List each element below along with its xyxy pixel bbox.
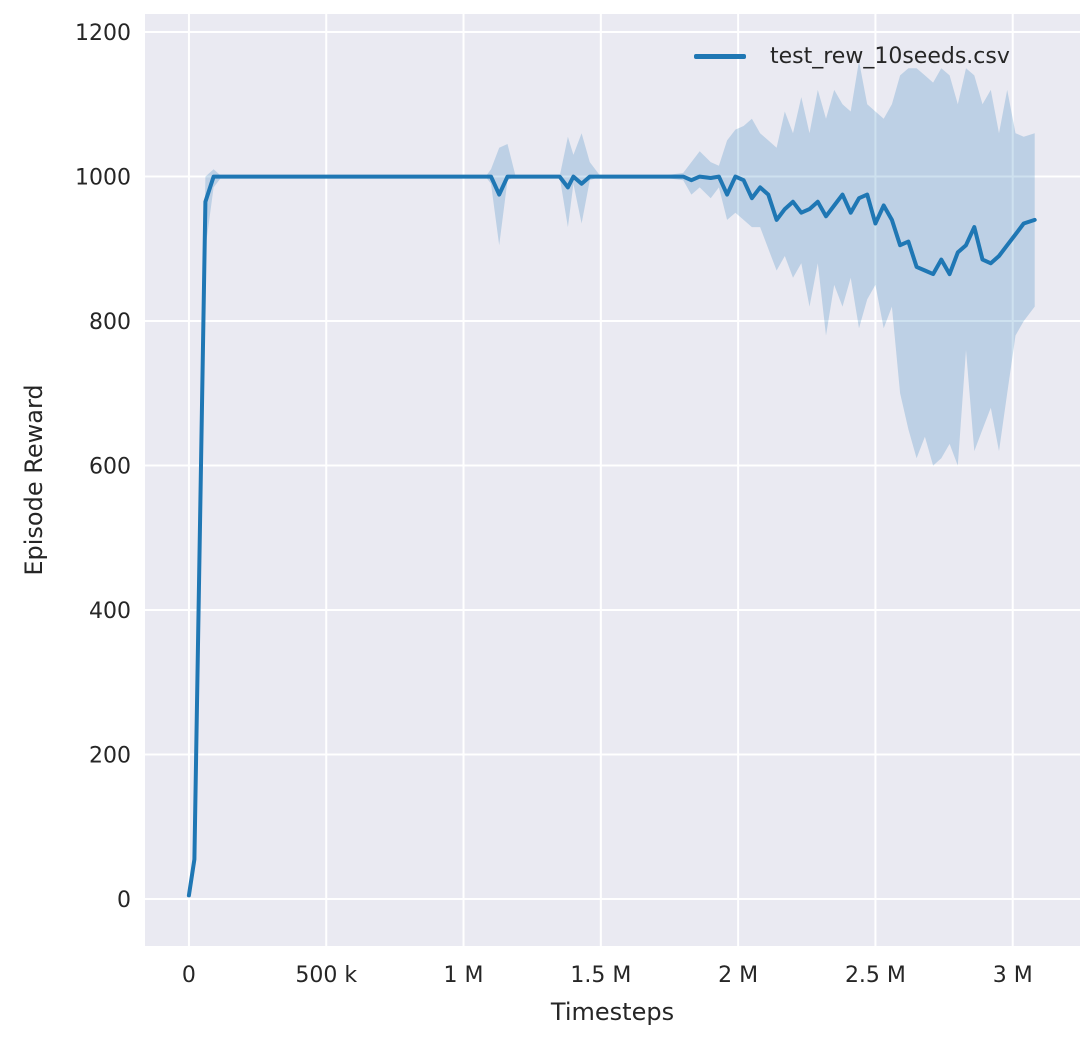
y-axis-label: Episode Reward xyxy=(20,384,48,576)
reward-line xyxy=(186,174,1037,898)
y-tick-label: 0 xyxy=(117,888,131,913)
x-tick-label: 2 M xyxy=(718,963,758,988)
y-tick-label: 200 xyxy=(89,744,131,769)
legend: test_rew_10seeds.csv xyxy=(694,44,1010,69)
x-tick-label: 3 M xyxy=(993,963,1033,988)
legend-label: test_rew_10seeds.csv xyxy=(770,44,1010,69)
x-tick-label: 2.5 M xyxy=(845,963,906,988)
x-tick-label: 1.5 M xyxy=(570,963,631,988)
x-axis-label: Timesteps xyxy=(550,998,675,1026)
confidence-band xyxy=(188,61,1035,897)
plot-background xyxy=(145,14,1080,946)
x-tick-label: 500 k xyxy=(295,963,357,988)
y-tick-label: 1200 xyxy=(75,21,131,46)
x-tick-label: 1 M xyxy=(444,963,484,988)
y-tick-label: 400 xyxy=(89,599,131,624)
y-tick-label: 1000 xyxy=(75,166,131,191)
y-tick-label: 800 xyxy=(89,310,131,335)
legend-line-sample xyxy=(694,54,746,59)
y-tick-label: 600 xyxy=(89,455,131,480)
x-tick-label: 0 xyxy=(182,963,196,988)
